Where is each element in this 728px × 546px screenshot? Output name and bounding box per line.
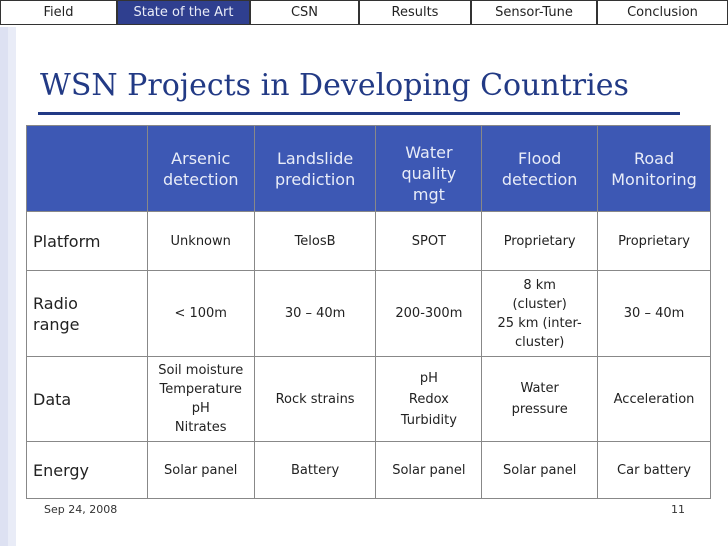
table-cell: Solar panel	[375, 441, 483, 499]
table-cell: Solar panel	[481, 441, 599, 499]
left-accent-strip	[0, 27, 8, 546]
tab-csn[interactable]: CSN	[250, 0, 359, 25]
header-line: quality	[401, 164, 457, 183]
table-cell: Car battery	[597, 441, 711, 499]
row-label: Radio range	[26, 270, 148, 357]
cell-line: Temperature	[159, 382, 242, 397]
table-cell: Soil moisture Temperature pH Nitrates	[146, 356, 255, 442]
tab-conclusion[interactable]: Conclusion	[597, 0, 728, 25]
row-label-line: range	[33, 314, 80, 334]
cell-line: cluster)	[515, 334, 565, 350]
table-cell: 30 – 40m	[597, 270, 711, 357]
column-header: Arsenic detection	[146, 125, 255, 212]
table-cell: TelosB	[253, 211, 377, 271]
table-cell: Solar panel	[146, 441, 255, 499]
row-label: Platform	[26, 211, 148, 271]
cell-line: Nitrates	[174, 420, 227, 435]
header-line: prediction	[274, 169, 356, 189]
cell-line: 25 km (inter-	[497, 315, 582, 331]
tab-field[interactable]: Field	[0, 0, 117, 25]
cell-line: Redox	[408, 391, 449, 407]
table-row: Data Soil moisture Temperature pH Nitrat…	[26, 356, 711, 442]
cell-line: Water	[520, 381, 559, 396]
table-row: Platform Unknown TelosB SPOT Proprietary…	[26, 211, 711, 271]
cell-line: Soil moisture	[158, 363, 244, 378]
header-line: Arsenic	[171, 148, 231, 168]
table-cell: Unknown	[146, 211, 255, 271]
top-nav: Field State of the Art CSN Results Senso…	[0, 0, 728, 27]
column-header: Flood detection	[481, 125, 599, 212]
header-line: Flood	[517, 148, 562, 168]
table-cell: Water pressure	[481, 356, 599, 442]
footer-date: Sep 24, 2008	[44, 503, 118, 516]
column-header: Road Monitoring	[597, 125, 711, 212]
tab-sensor-tune[interactable]: Sensor-Tune	[471, 0, 597, 25]
cell-line: pressure	[511, 402, 568, 417]
header-line: mgt	[412, 185, 445, 204]
table-header-row: Arsenic detection Landslide prediction W…	[26, 125, 711, 212]
header-line: Monitoring	[611, 169, 697, 189]
header-line: Road	[633, 148, 675, 168]
page-number: 11	[671, 503, 685, 516]
table-cell: 30 – 40m	[253, 270, 377, 357]
column-header: Landslide prediction	[253, 125, 377, 212]
title-underline	[38, 112, 680, 115]
cell-line: (cluster)	[512, 296, 567, 312]
slide-title: WSN Projects in Developing Countries	[40, 68, 629, 103]
cell-line: pH	[191, 401, 210, 416]
projects-table: Arsenic detection Landslide prediction W…	[26, 125, 711, 499]
table-cell: 8 km (cluster) 25 km (inter- cluster)	[481, 270, 599, 357]
column-header: Water quality mgt	[375, 125, 483, 212]
header-line: detection	[162, 169, 239, 189]
table-cell: < 100m	[146, 270, 255, 357]
cell-line: pH	[419, 370, 438, 386]
table-cell: pH Redox Turbidity	[375, 356, 483, 442]
table-cell: Rock strains	[253, 356, 377, 442]
row-label: Data	[26, 356, 148, 442]
cell-line: Turbidity	[400, 412, 457, 428]
row-label-line: Radio	[33, 293, 78, 313]
table-cell: 200-300m	[375, 270, 483, 357]
tab-results[interactable]: Results	[359, 0, 471, 25]
row-label: Energy	[26, 441, 148, 499]
header-line: detection	[501, 169, 578, 189]
cell-line: 8 km	[523, 277, 556, 293]
table-cell: Proprietary	[481, 211, 599, 271]
table-cell: Proprietary	[597, 211, 711, 271]
tab-state-of-the-art[interactable]: State of the Art	[117, 0, 250, 25]
table-row: Radio range < 100m 30 – 40m 200-300m 8 k…	[26, 270, 711, 357]
table-corner-cell	[26, 125, 148, 212]
table-row: Energy Solar panel Battery Solar panel S…	[26, 441, 711, 499]
header-line: Water	[405, 143, 453, 162]
table-cell: Battery	[253, 441, 377, 499]
table-cell: SPOT	[375, 211, 483, 271]
header-line: Landslide	[276, 148, 354, 168]
table-cell: Acceleration	[597, 356, 711, 442]
